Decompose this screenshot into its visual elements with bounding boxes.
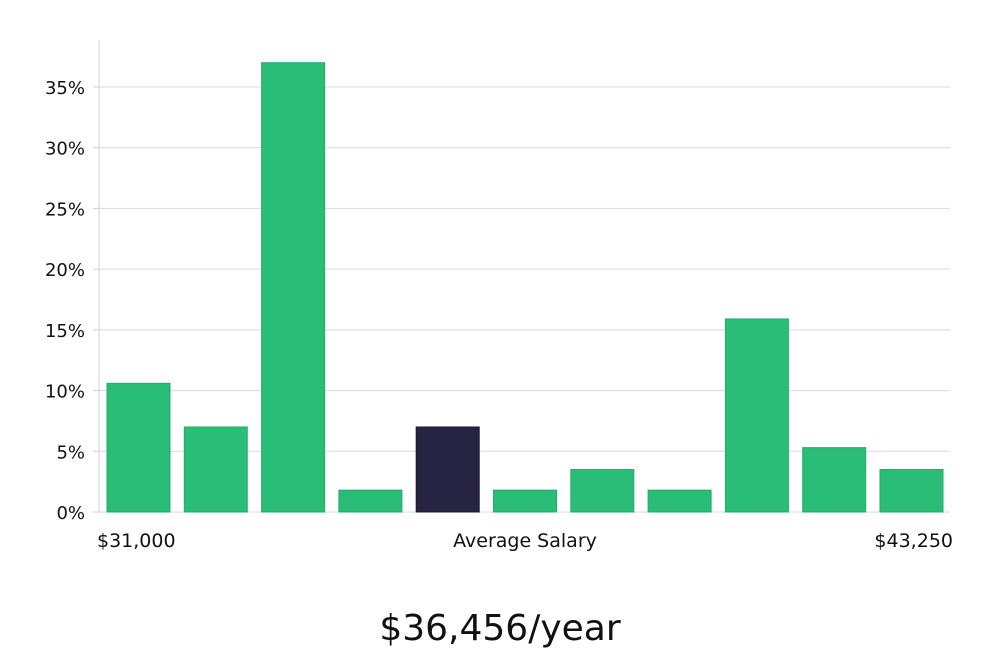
y-tick-label: 15% — [45, 321, 85, 342]
y-tick-label: 0% — [56, 503, 85, 524]
bar — [802, 447, 867, 513]
average-salary-value: $36,456/year — [379, 608, 621, 649]
y-tick-label: 30% — [45, 139, 85, 160]
bar — [647, 489, 712, 513]
y-tick-labels: 0% 5% 10% 15% 20% 25% 30% 35% — [45, 78, 99, 524]
bar — [493, 489, 557, 513]
x-axis-title: Average Salary — [453, 530, 597, 552]
salary-histogram: 0% 5% 10% 15% 20% 25% 30% 35% — [45, 40, 950, 524]
bars — [106, 62, 944, 513]
y-tick-label: 5% — [56, 442, 85, 463]
y-tick-label: 10% — [45, 382, 85, 403]
x-axis-max-label: $43,250 — [874, 530, 953, 552]
bar — [570, 469, 635, 513]
bar — [261, 62, 326, 513]
y-tick-label: 20% — [45, 260, 85, 281]
x-axis-min-label: $31,000 — [97, 530, 176, 552]
bar — [338, 489, 403, 513]
bar — [183, 426, 248, 513]
bar — [724, 318, 789, 513]
bar — [106, 382, 171, 513]
y-tick-label: 35% — [45, 78, 85, 99]
y-tick-label: 25% — [45, 199, 85, 220]
bar — [879, 469, 944, 513]
bar-highlighted — [415, 426, 480, 513]
